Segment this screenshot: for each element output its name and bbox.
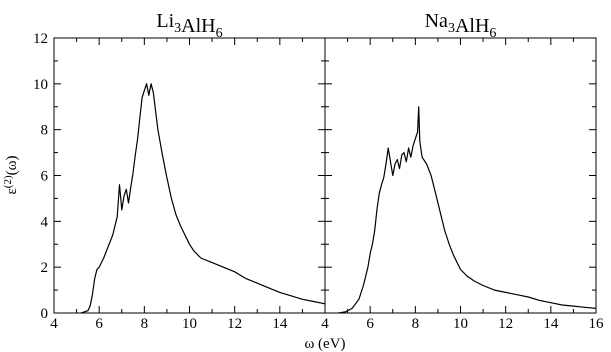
x-tick-label: 6 [366,316,374,332]
panel-frame-2 [324,37,597,314]
x-tick-label: 6 [95,316,103,332]
series-line-2 [338,106,597,314]
x-tick-label: 14 [272,316,288,332]
panel-title-2: Na3AlH6 [425,10,497,41]
x-tick-label: 12 [227,316,242,332]
series-line-1 [80,83,326,314]
y-tick-label: 12 [33,31,48,47]
y-tick-label: 10 [33,77,48,93]
x-tick-label: 16 [589,316,605,332]
x-tick-label: 12 [498,316,513,332]
x-tick-label: 8 [412,316,420,332]
x-axis-label: ω (eV) [304,336,345,352]
y-tick-label: 0 [41,306,49,322]
y-axis-label: ε(2)(ω) [2,155,20,194]
x-tick-label: 8 [141,316,149,332]
x-tick-label: 4 [50,316,58,332]
panel-title-1: Li3AlH6 [156,10,222,41]
x-tick-label: 14 [543,316,559,332]
y-tick-label: 6 [41,169,49,185]
y-tick-label: 8 [41,123,49,139]
y-tick-label: 2 [41,260,49,276]
panel-frame-1 [53,37,326,314]
x-tick-label: 10 [182,316,197,332]
y-tick-label: 4 [41,214,49,230]
x-tick-label: 10 [453,316,468,332]
x-tick-label: 4 [321,316,329,332]
